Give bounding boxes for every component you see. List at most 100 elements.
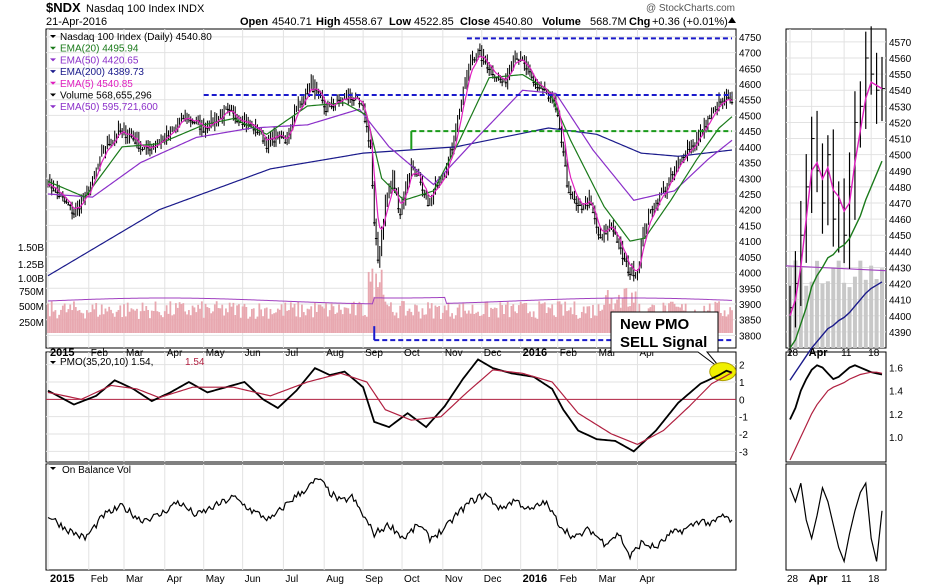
volume-bar	[399, 305, 402, 333]
volume-bar	[521, 303, 524, 333]
volume-bar	[484, 301, 487, 333]
volume-bar	[276, 308, 279, 333]
volume-bar	[223, 315, 225, 333]
pmo-tick-label: 1	[739, 378, 745, 389]
volume-bar	[241, 306, 244, 333]
volume-bar	[239, 317, 242, 333]
volume-bar	[432, 318, 435, 333]
volume-bar	[725, 316, 728, 333]
volume-bar	[415, 305, 418, 333]
volume-bar	[232, 302, 235, 333]
volume-bar	[345, 307, 348, 333]
volume-bar	[117, 310, 120, 333]
x-tick-label: Aug	[326, 574, 344, 585]
volume-bar	[319, 304, 322, 333]
legend-marker-icon	[50, 361, 56, 364]
volume-bar	[575, 315, 578, 333]
price-tick-label: 4150	[739, 221, 762, 232]
volume-bar	[582, 306, 585, 333]
volume-bar	[84, 318, 86, 333]
volume-bar	[47, 303, 49, 333]
volume-bar	[512, 304, 515, 333]
price-tick-label: 4550	[739, 96, 762, 107]
volume-bar	[86, 310, 88, 333]
volume-bar	[130, 308, 133, 333]
volume-bar	[341, 314, 344, 333]
volume-bar	[128, 311, 131, 333]
ema5-line	[47, 54, 733, 272]
volume-bar	[48, 316, 51, 333]
volume-bar	[289, 302, 292, 333]
volume-bar	[436, 307, 439, 333]
volume-bar	[440, 318, 442, 333]
price-tick-label: 4500	[739, 111, 762, 122]
volume-bar	[137, 318, 140, 333]
volume-bar	[149, 318, 151, 333]
volume-bar	[364, 315, 366, 333]
zoom-volume-bar	[847, 287, 852, 348]
volume-bar	[403, 301, 405, 333]
volume-bar	[80, 312, 83, 333]
pmo-signal-line	[47, 369, 733, 446]
volume-tick-label: 1.25B	[18, 260, 44, 271]
volume-bar	[367, 271, 370, 333]
volume-bar	[731, 310, 733, 333]
volume-bar	[197, 304, 200, 333]
x-tick-label: Oct	[404, 574, 420, 585]
volume-bar	[427, 302, 429, 333]
x-tick-label: Feb	[91, 574, 109, 585]
volume-bar	[388, 306, 390, 333]
volume-bar	[293, 303, 296, 333]
volume-bar	[417, 311, 420, 333]
volume-bar	[510, 305, 513, 333]
volume-bar	[251, 308, 253, 333]
volume-bar	[397, 318, 400, 333]
legend-marker-icon	[50, 35, 56, 38]
zoom-ema5-line	[789, 81, 883, 317]
volume-bar	[497, 317, 500, 333]
volume-bar	[93, 309, 96, 333]
gridlines	[46, 29, 886, 570]
volume-bar	[545, 313, 548, 333]
volume-bar	[723, 310, 726, 333]
x-tick-label: Mar	[599, 348, 617, 359]
volume-bar	[184, 311, 187, 333]
volume-bar	[282, 315, 285, 333]
volume-bar	[404, 315, 407, 333]
volume-bar	[60, 309, 62, 333]
volume-bar	[160, 315, 162, 333]
legend-marker-icon	[50, 105, 56, 109]
volume-bar	[97, 316, 99, 333]
volume-bar	[61, 305, 64, 333]
volume-bar	[304, 315, 307, 333]
volume-bar	[54, 310, 57, 333]
ema50-line	[47, 89, 733, 201]
x-tick-label: Dec	[484, 348, 502, 359]
zoom-x-tick-label: 18	[868, 348, 880, 359]
volume-bar	[89, 312, 92, 333]
legend-entry: EMA(20) 4495.94	[60, 44, 139, 55]
volume-bar	[719, 312, 722, 333]
volume-bar	[360, 303, 363, 333]
zoom-ema20-line	[789, 160, 883, 349]
volume-bar	[158, 312, 161, 333]
volume-bar	[210, 313, 213, 333]
support-resistance-lines	[203, 37, 732, 342]
x-tick-label: Apr	[167, 348, 183, 359]
volume-value: 568.7M	[590, 16, 627, 28]
volume-bar	[466, 313, 468, 333]
volume-bar	[354, 315, 357, 333]
volume-bar	[63, 303, 66, 333]
volume-bar	[458, 304, 461, 333]
volume-bar	[343, 307, 346, 333]
zoom-volume-bar	[798, 266, 803, 348]
zoom-price-tick-label: 4500	[889, 151, 912, 162]
volume-bar	[317, 304, 320, 333]
zoom-price-tick-label: 4390	[889, 328, 912, 339]
volume-bar	[260, 309, 263, 333]
volume-bar	[193, 307, 196, 333]
x-tick-label: Jun	[245, 574, 261, 585]
volume-bar	[226, 312, 229, 333]
volume-bar	[501, 305, 504, 333]
